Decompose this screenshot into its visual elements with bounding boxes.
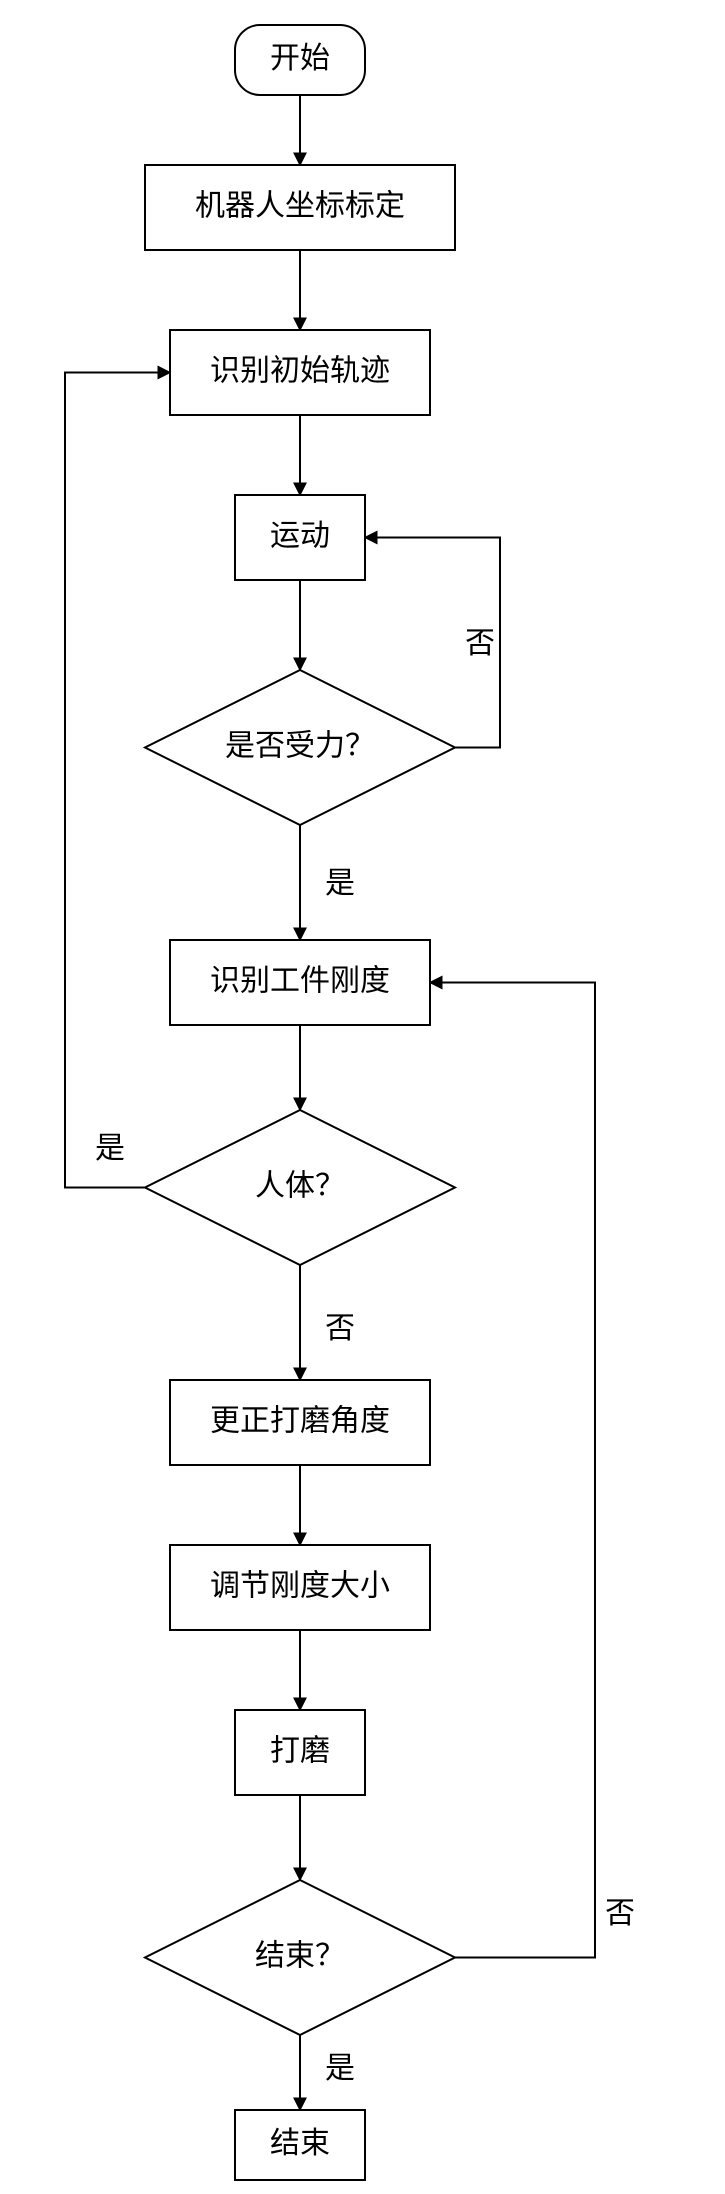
node-motion-label: 运动 [270, 519, 330, 552]
node-grind: 打磨 [235, 1710, 365, 1795]
edge-label-human_no: 否 [325, 1312, 355, 1345]
edge-label-human_yes: 是 [95, 1132, 125, 1165]
node-calibrate-label: 机器人坐标标定 [195, 189, 405, 222]
node-stiffness: 识别工件刚度 [170, 940, 430, 1025]
node-start-label: 开始 [270, 42, 330, 75]
node-end-label: 结束 [270, 2127, 330, 2160]
node-start: 开始 [235, 25, 365, 95]
node-grind-label: 打磨 [270, 1734, 330, 1767]
edge-label-forced_yes: 是 [325, 867, 355, 900]
edge-label-finish_yes: 是 [325, 2052, 355, 2085]
node-adjust-label: 调节刚度大小 [210, 1569, 390, 1602]
node-finish_q-label: 结束？ [255, 1939, 345, 1972]
node-stiffness-label: 识别工件刚度 [210, 964, 390, 997]
node-calibrate: 机器人坐标标定 [145, 165, 455, 250]
node-human: 人体？ [145, 1110, 455, 1265]
node-init_path: 识别初始轨迹 [170, 330, 430, 415]
node-finish_q: 结束？ [145, 1880, 455, 2035]
node-init_path-label: 识别初始轨迹 [210, 354, 390, 387]
node-angle-label: 更正打磨角度 [210, 1404, 390, 1437]
edge-label-finish_no: 否 [605, 1897, 635, 1930]
node-motion: 运动 [235, 495, 365, 580]
node-human-label: 人体？ [255, 1169, 345, 1202]
node-forced-label: 是否受力？ [225, 729, 375, 762]
node-end: 结束 [235, 2110, 365, 2180]
node-angle: 更正打磨角度 [170, 1380, 430, 1465]
node-adjust: 调节刚度大小 [170, 1545, 430, 1630]
node-forced: 是否受力？ [145, 670, 455, 825]
edge-label-forced_no: 否 [465, 627, 495, 660]
